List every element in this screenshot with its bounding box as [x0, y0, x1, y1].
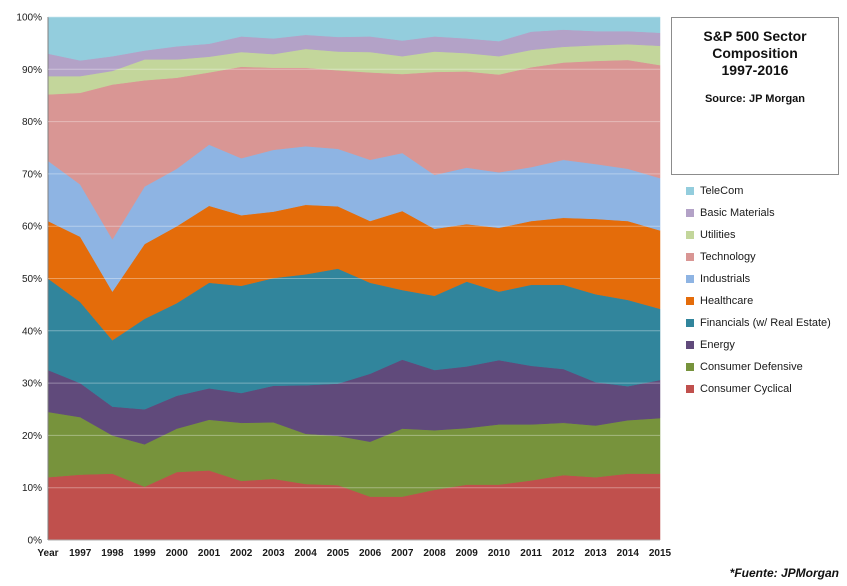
x-tick-label: 2001 — [198, 548, 221, 559]
x-tick-label: 2011 — [520, 548, 542, 559]
chart-title-box: S&P 500 Sector Composition 1997-2016 Sou… — [671, 17, 839, 175]
legend-swatch — [686, 319, 694, 327]
x-tick-label: 2005 — [327, 548, 350, 559]
chart-title-line-3: 1997-2016 — [721, 62, 789, 78]
legend-swatch — [686, 297, 694, 305]
legend-item: Energy — [686, 334, 846, 356]
y-tick-label: 70% — [22, 169, 42, 180]
legend-swatch — [686, 275, 694, 283]
y-tick-label: 0% — [28, 536, 43, 547]
x-tick-label: 2002 — [230, 548, 253, 559]
legend-item: Industrials — [686, 268, 846, 290]
gridlines — [48, 16, 660, 541]
y-tick-label: 80% — [22, 117, 42, 128]
footnote: *Fuente: JPMorgan — [729, 566, 839, 580]
legend-item: Consumer Defensive — [686, 356, 846, 378]
legend-label: Energy — [700, 339, 735, 351]
legend-item: Basic Materials — [686, 202, 846, 224]
chart-title-line-2: Composition — [712, 45, 798, 61]
x-tick-label: 2006 — [359, 548, 382, 559]
x-tick-label: 2003 — [262, 548, 285, 559]
x-tick-label: 1999 — [134, 548, 157, 559]
x-tick-label: 2013 — [584, 548, 607, 559]
y-tick-label: 90% — [22, 65, 42, 76]
legend-swatch — [686, 341, 694, 349]
legend-item: Financials (w/ Real Estate) — [686, 312, 846, 334]
y-tick-label: 20% — [22, 431, 42, 442]
x-tick-label: 2007 — [391, 548, 414, 559]
y-tick-label: 10% — [22, 483, 42, 494]
x-tick-label: 2010 — [488, 548, 511, 559]
x-axis-label: Year — [37, 548, 58, 559]
x-tick-label: 2012 — [552, 548, 575, 559]
legend-label: Financials (w/ Real Estate) — [700, 317, 831, 329]
x-tick-label: 2008 — [423, 548, 446, 559]
chart-title: S&P 500 Sector Composition 1997-2016 — [672, 28, 838, 79]
legend-label: Basic Materials — [700, 207, 775, 219]
legend-swatch — [686, 363, 694, 371]
y-tick-label: 60% — [22, 222, 42, 233]
legend-label: Utilities — [700, 229, 736, 241]
x-tick-label: 2004 — [295, 548, 318, 559]
x-tick-label: 1997 — [69, 548, 92, 559]
axes: 0% 10% 20% 30% 40% 50% 60% 70% 80% 90% 100% Year 199… — [16, 13, 671, 560]
y-tick-label: 100% — [16, 13, 42, 24]
legend-item: Healthcare — [686, 290, 846, 312]
legend-label: Consumer Defensive — [700, 361, 803, 373]
y-tick-label: 50% — [22, 274, 42, 285]
legend-swatch — [686, 187, 694, 195]
legend-swatch — [686, 231, 694, 239]
legend-label: TeleCom — [700, 185, 744, 197]
legend-swatch — [686, 385, 694, 393]
legend-label: Technology — [700, 251, 756, 263]
chart-source: Source: JP Morgan — [704, 93, 806, 105]
x-tick-label: 2014 — [617, 548, 640, 559]
legend-label: Consumer Cyclical — [700, 383, 792, 395]
y-tick-label: 40% — [22, 326, 42, 337]
x-tick-label: 2000 — [166, 548, 189, 559]
x-tick-label: 2015 — [649, 548, 672, 559]
area-series-telecom — [47, 16, 661, 61]
legend-item: Utilities — [686, 224, 846, 246]
legend: TeleCom Basic Materials Utilities Technolog… — [686, 180, 846, 400]
x-tick-label: 2009 — [456, 548, 479, 559]
stacked-areas — [47, 16, 661, 541]
x-tick-label: 1998 — [101, 548, 124, 559]
chart-title-line-1: S&P 500 Sector — [703, 28, 807, 44]
legend-item: TeleCom — [686, 180, 846, 202]
legend-label: Industrials — [700, 273, 751, 285]
legend-label: Healthcare — [700, 295, 754, 307]
legend-item: Technology — [686, 246, 846, 268]
legend-swatch — [686, 209, 694, 217]
legend-swatch — [686, 253, 694, 261]
y-tick-label: 30% — [22, 379, 42, 390]
legend-item: Consumer Cyclical — [686, 378, 846, 400]
